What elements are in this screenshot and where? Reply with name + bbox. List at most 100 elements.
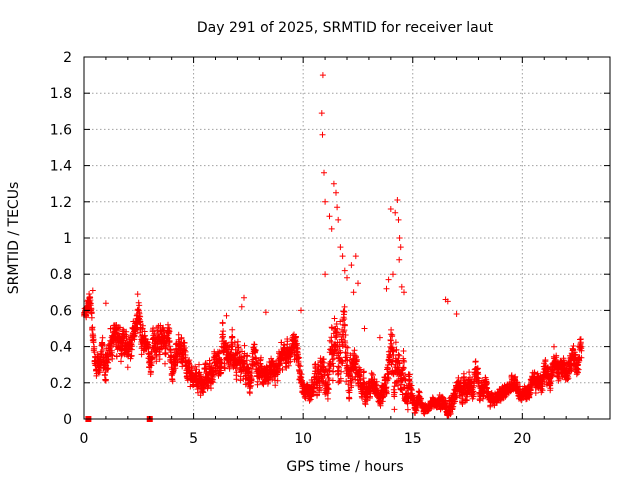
data-point — [335, 379, 342, 386]
data-point — [151, 330, 158, 337]
data-point — [129, 343, 136, 350]
data-point — [466, 369, 473, 376]
data-point — [333, 321, 340, 327]
data-point — [124, 364, 131, 371]
y-tick-label: 1.8 — [50, 86, 72, 102]
data-point — [395, 216, 402, 223]
grid-lines — [84, 57, 610, 419]
data-point — [575, 366, 582, 373]
x-tick-label: 0 — [80, 431, 89, 447]
data-point — [464, 397, 471, 404]
data-point — [333, 189, 339, 196]
data-point — [385, 375, 392, 382]
data-point — [444, 298, 451, 305]
data-point — [135, 306, 142, 313]
x-tick-label: 10 — [294, 431, 312, 447]
data-point — [233, 376, 240, 383]
data-point — [186, 361, 193, 368]
data-point — [395, 351, 402, 358]
data-point — [353, 356, 360, 363]
data-point — [481, 389, 488, 396]
data-point — [136, 302, 143, 309]
data-point — [447, 410, 454, 417]
data-point — [117, 324, 124, 331]
data-point — [251, 341, 258, 348]
data-point — [527, 386, 534, 393]
data-point — [470, 391, 477, 397]
data-point — [113, 353, 120, 360]
data-point — [219, 320, 226, 327]
data-point — [373, 382, 380, 389]
x-tick-label: 20 — [513, 431, 531, 447]
data-point — [234, 350, 241, 357]
data-point — [383, 390, 390, 397]
data-point — [322, 198, 329, 205]
data-point — [134, 291, 141, 298]
y-tick-label: 1.4 — [50, 159, 72, 175]
data-point — [553, 352, 560, 359]
data-point — [337, 244, 344, 251]
data-point — [388, 326, 395, 333]
data-point — [344, 344, 351, 351]
data-point — [109, 352, 116, 359]
data-point — [514, 379, 521, 386]
data-point — [341, 309, 348, 315]
data-point — [401, 358, 408, 365]
data-point — [298, 371, 305, 378]
data-point — [335, 363, 342, 370]
data-point — [321, 169, 327, 176]
data-point — [138, 351, 145, 358]
data-point — [350, 289, 357, 296]
data-point — [279, 366, 286, 373]
data-point — [391, 389, 398, 396]
data-point — [139, 322, 146, 329]
data-point — [396, 235, 403, 241]
data-point — [355, 280, 361, 287]
data-point — [297, 363, 304, 370]
data-point — [360, 368, 367, 375]
data-point — [387, 337, 394, 344]
data-point — [341, 327, 348, 334]
data-point — [101, 371, 108, 378]
data-point — [229, 343, 236, 350]
data-point — [193, 366, 200, 373]
y-tick-label: 2 — [63, 50, 72, 66]
data-point — [229, 326, 236, 333]
data-point — [450, 403, 457, 410]
data-point — [99, 334, 106, 341]
data-point — [147, 369, 154, 376]
data-point — [572, 351, 579, 358]
data-point — [234, 338, 241, 345]
data-point — [388, 340, 395, 347]
data-point — [244, 352, 251, 359]
y-tick-label: 0.2 — [50, 376, 72, 392]
data-point — [99, 347, 106, 353]
data-point — [401, 289, 407, 296]
data-point — [235, 345, 242, 351]
data-point — [344, 274, 350, 281]
y-tick-label: 1.2 — [50, 195, 72, 211]
data-point — [389, 331, 396, 338]
data-point — [272, 382, 279, 389]
data-point — [335, 216, 342, 223]
data-point — [452, 398, 459, 405]
data-point — [328, 339, 335, 345]
data-point — [319, 72, 326, 79]
data-point — [334, 204, 341, 211]
data-point — [196, 361, 202, 368]
data-point — [162, 360, 168, 367]
data-point — [189, 367, 196, 374]
data-point — [107, 344, 114, 351]
data-point — [223, 312, 230, 319]
data-point — [391, 406, 398, 413]
data-point — [339, 339, 345, 346]
data-point — [396, 256, 403, 263]
data-point — [392, 339, 399, 346]
data-point — [220, 328, 227, 335]
data-point — [395, 357, 402, 364]
data-point — [104, 366, 111, 373]
data-point — [453, 311, 460, 317]
data-point — [401, 376, 408, 382]
data-point — [298, 377, 305, 384]
data-point — [247, 382, 254, 389]
